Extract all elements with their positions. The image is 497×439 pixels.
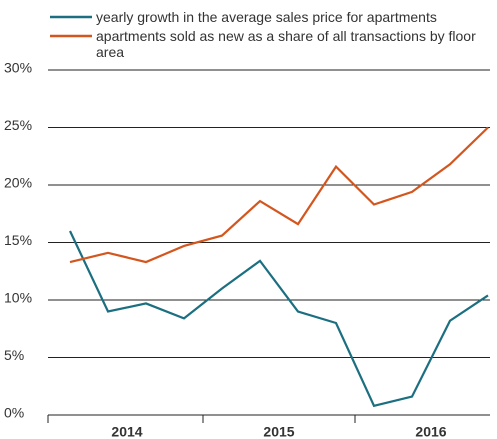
legend-label: apartments sold as new as a share of all… xyxy=(96,28,476,60)
y-tick-label: 20% xyxy=(4,175,32,191)
y-tick-label: 10% xyxy=(4,290,32,306)
series-line xyxy=(69,126,489,264)
legend-label: yearly growth in the average sales price… xyxy=(96,9,437,25)
x-group-label: 2016 xyxy=(415,424,446,439)
y-tick-label: 0% xyxy=(4,405,24,421)
series-line xyxy=(69,230,489,408)
x-group-label: 2015 xyxy=(263,424,294,439)
y-tick-label: 15% xyxy=(4,232,32,248)
y-tick-label: 5% xyxy=(4,347,24,363)
y-tick-label: 30% xyxy=(4,60,32,76)
x-group-label: 2014 xyxy=(111,424,142,439)
y-tick-label: 25% xyxy=(4,117,32,133)
